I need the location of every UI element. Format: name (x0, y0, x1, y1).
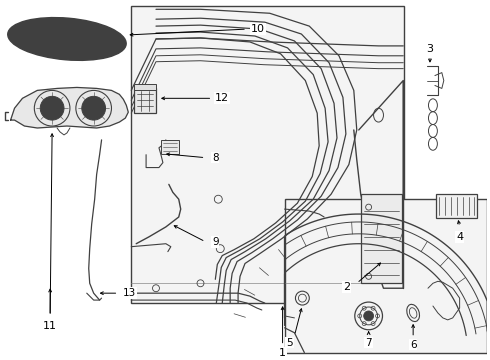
Bar (134, 89, 156, 113)
Bar (436, 194, 477, 218)
Bar (161, 140, 179, 154)
Text: 1: 1 (279, 347, 286, 357)
Text: 4: 4 (456, 232, 463, 242)
Text: 11: 11 (43, 321, 57, 331)
Text: 13: 13 (122, 288, 136, 298)
Text: 9: 9 (212, 237, 219, 247)
Text: 7: 7 (366, 338, 372, 348)
Bar (131, 6, 404, 303)
Circle shape (364, 311, 373, 321)
Text: 2: 2 (343, 282, 350, 292)
Circle shape (40, 96, 64, 120)
Text: 6: 6 (410, 339, 416, 350)
Text: 8: 8 (212, 153, 219, 163)
Bar (361, 194, 402, 283)
Circle shape (82, 96, 105, 120)
Text: 5: 5 (286, 338, 293, 348)
Polygon shape (11, 87, 128, 128)
Ellipse shape (8, 18, 126, 60)
Text: 3: 3 (426, 44, 434, 54)
Text: 10: 10 (251, 24, 265, 34)
Text: 12: 12 (215, 93, 229, 103)
Bar (134, 85, 156, 90)
Bar (285, 199, 488, 352)
